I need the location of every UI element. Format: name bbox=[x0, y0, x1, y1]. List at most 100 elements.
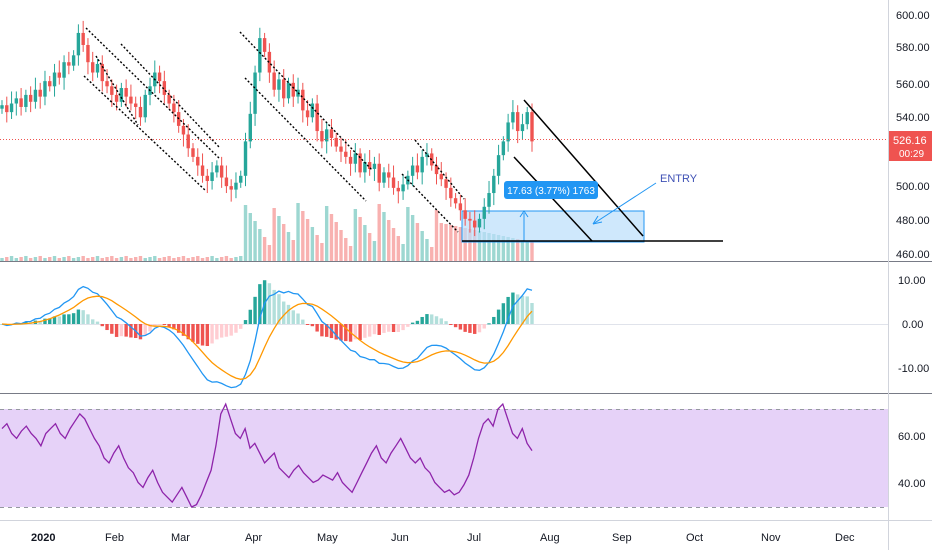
macd-histogram-bar bbox=[420, 316, 424, 324]
candle-body bbox=[410, 165, 415, 176]
volume-bar bbox=[377, 204, 381, 261]
macd-histogram-bar bbox=[487, 323, 491, 325]
macd-histogram-bar bbox=[157, 324, 162, 325]
entry-label[interactable]: ENTRY bbox=[660, 173, 698, 185]
price-tick: 580.00 bbox=[896, 42, 930, 54]
candle-body bbox=[9, 103, 14, 113]
candle-body bbox=[348, 156, 353, 164]
macd-axis[interactable]: 10.00 0.00 -10.00 bbox=[898, 275, 929, 375]
volume-bar bbox=[492, 234, 496, 261]
candle-body bbox=[172, 103, 176, 113]
macd-histogram-bar bbox=[282, 301, 286, 324]
volume-bar bbox=[406, 207, 410, 261]
macd-histogram-bar bbox=[401, 324, 405, 331]
macd-histogram-bar bbox=[463, 324, 467, 332]
price-axis[interactable]: 600.00 580.00 560.00 540.00 500.00 480.0… bbox=[889, 10, 932, 261]
macd-histogram-bar bbox=[105, 324, 109, 331]
volume-bar bbox=[43, 258, 47, 261]
measure-box[interactable] bbox=[461, 210, 645, 243]
price-tick: 600.00 bbox=[896, 10, 930, 22]
macd-histogram-bar bbox=[181, 324, 186, 336]
candle-body bbox=[33, 89, 38, 102]
entry-arrow[interactable] bbox=[592, 182, 657, 225]
volume-bar bbox=[95, 256, 100, 261]
macd-histogram-bar bbox=[515, 294, 520, 324]
volume-bar bbox=[530, 242, 534, 261]
volume-bar bbox=[515, 239, 520, 261]
candlesticks[interactable] bbox=[0, 20, 534, 237]
macd-histogram-bar bbox=[458, 324, 463, 330]
volume-bar bbox=[5, 257, 9, 261]
time-label: Nov bbox=[761, 532, 781, 544]
volume-bar bbox=[277, 216, 281, 261]
candle-body bbox=[191, 148, 195, 157]
volume-bar bbox=[86, 258, 90, 261]
candle-body bbox=[315, 103, 319, 132]
time-axis[interactable]: 2020 Feb Mar Apr May Jun Jul Aug Sep Oct… bbox=[31, 532, 855, 544]
volume-bar bbox=[463, 228, 467, 261]
macd-histogram-bar bbox=[511, 292, 515, 324]
volume-bar bbox=[358, 217, 362, 261]
channel-line[interactable] bbox=[414, 139, 465, 200]
time-label: Jul bbox=[467, 532, 481, 544]
macd-histogram-bar bbox=[38, 320, 42, 324]
volume-bar bbox=[9, 256, 14, 261]
candle-body bbox=[62, 62, 66, 78]
candle-body bbox=[453, 198, 458, 204]
volume-bar bbox=[234, 257, 238, 261]
time-label: 2020 bbox=[31, 532, 55, 544]
volume-bar bbox=[205, 257, 210, 261]
volume-bar bbox=[129, 258, 133, 261]
macd-histogram-bar bbox=[100, 324, 104, 327]
volume-bar bbox=[339, 230, 343, 261]
macd-histogram-bar bbox=[219, 324, 224, 338]
macd-pane[interactable] bbox=[0, 262, 888, 393]
candle-body bbox=[473, 220, 477, 228]
macd-histogram-bar bbox=[162, 324, 167, 325]
volume-bar bbox=[449, 225, 453, 261]
volume-bar bbox=[167, 256, 171, 261]
volume-bar bbox=[329, 214, 334, 261]
channel-line[interactable] bbox=[244, 77, 367, 202]
candle-body bbox=[329, 129, 334, 138]
macd-histogram-bar bbox=[449, 324, 453, 325]
candle-body bbox=[358, 153, 362, 173]
channel-line[interactable] bbox=[85, 27, 220, 159]
candle-body bbox=[367, 162, 372, 169]
price-range-measure[interactable] bbox=[461, 210, 645, 243]
volume-bar bbox=[372, 241, 377, 261]
volume-bar bbox=[473, 230, 477, 261]
volume-bar bbox=[181, 256, 186, 261]
price-tick: 560.00 bbox=[896, 79, 930, 91]
channel-line[interactable] bbox=[95, 55, 139, 126]
candle-body bbox=[248, 113, 252, 142]
volume-bar bbox=[258, 229, 262, 261]
candle-body bbox=[91, 62, 95, 73]
channel-line[interactable] bbox=[401, 173, 459, 233]
volume-bar bbox=[305, 219, 310, 261]
candle-body bbox=[496, 155, 501, 176]
macd-histogram-bar bbox=[310, 324, 315, 327]
macd-histogram-bar bbox=[339, 324, 343, 341]
price-tick: 500.00 bbox=[896, 181, 930, 193]
candle-body bbox=[425, 153, 429, 157]
candle-body bbox=[67, 62, 71, 66]
candle-body bbox=[239, 175, 243, 183]
measure-label: 17.63 (3.77%) 1763 bbox=[507, 186, 595, 197]
candle-body bbox=[143, 94, 147, 118]
volume-bar bbox=[200, 258, 205, 261]
candle-body bbox=[372, 163, 377, 169]
trend-line[interactable] bbox=[523, 99, 644, 237]
price-pane[interactable] bbox=[0, 0, 888, 261]
rsi-axis[interactable]: 60.00 40.00 bbox=[898, 431, 926, 490]
volume-bar bbox=[248, 213, 252, 261]
candle-body bbox=[487, 193, 491, 207]
volume-bar bbox=[229, 258, 233, 261]
candle-body bbox=[334, 137, 338, 147]
candle-body bbox=[186, 134, 190, 149]
volume-bar bbox=[76, 257, 81, 261]
candle-body bbox=[210, 172, 214, 181]
macd-histogram-bar bbox=[248, 309, 252, 324]
candle-body bbox=[229, 186, 233, 190]
